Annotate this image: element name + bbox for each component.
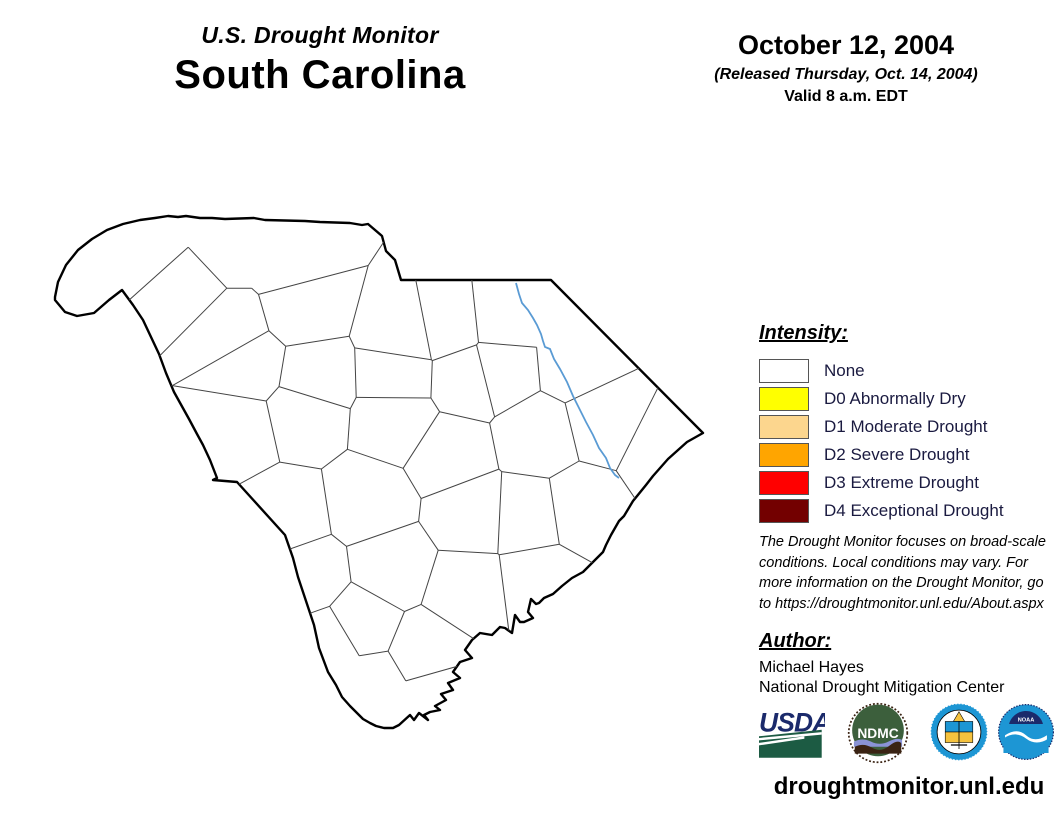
svg-text:NDMC: NDMC: [857, 726, 898, 741]
svg-text:NOAA: NOAA: [1018, 718, 1035, 724]
